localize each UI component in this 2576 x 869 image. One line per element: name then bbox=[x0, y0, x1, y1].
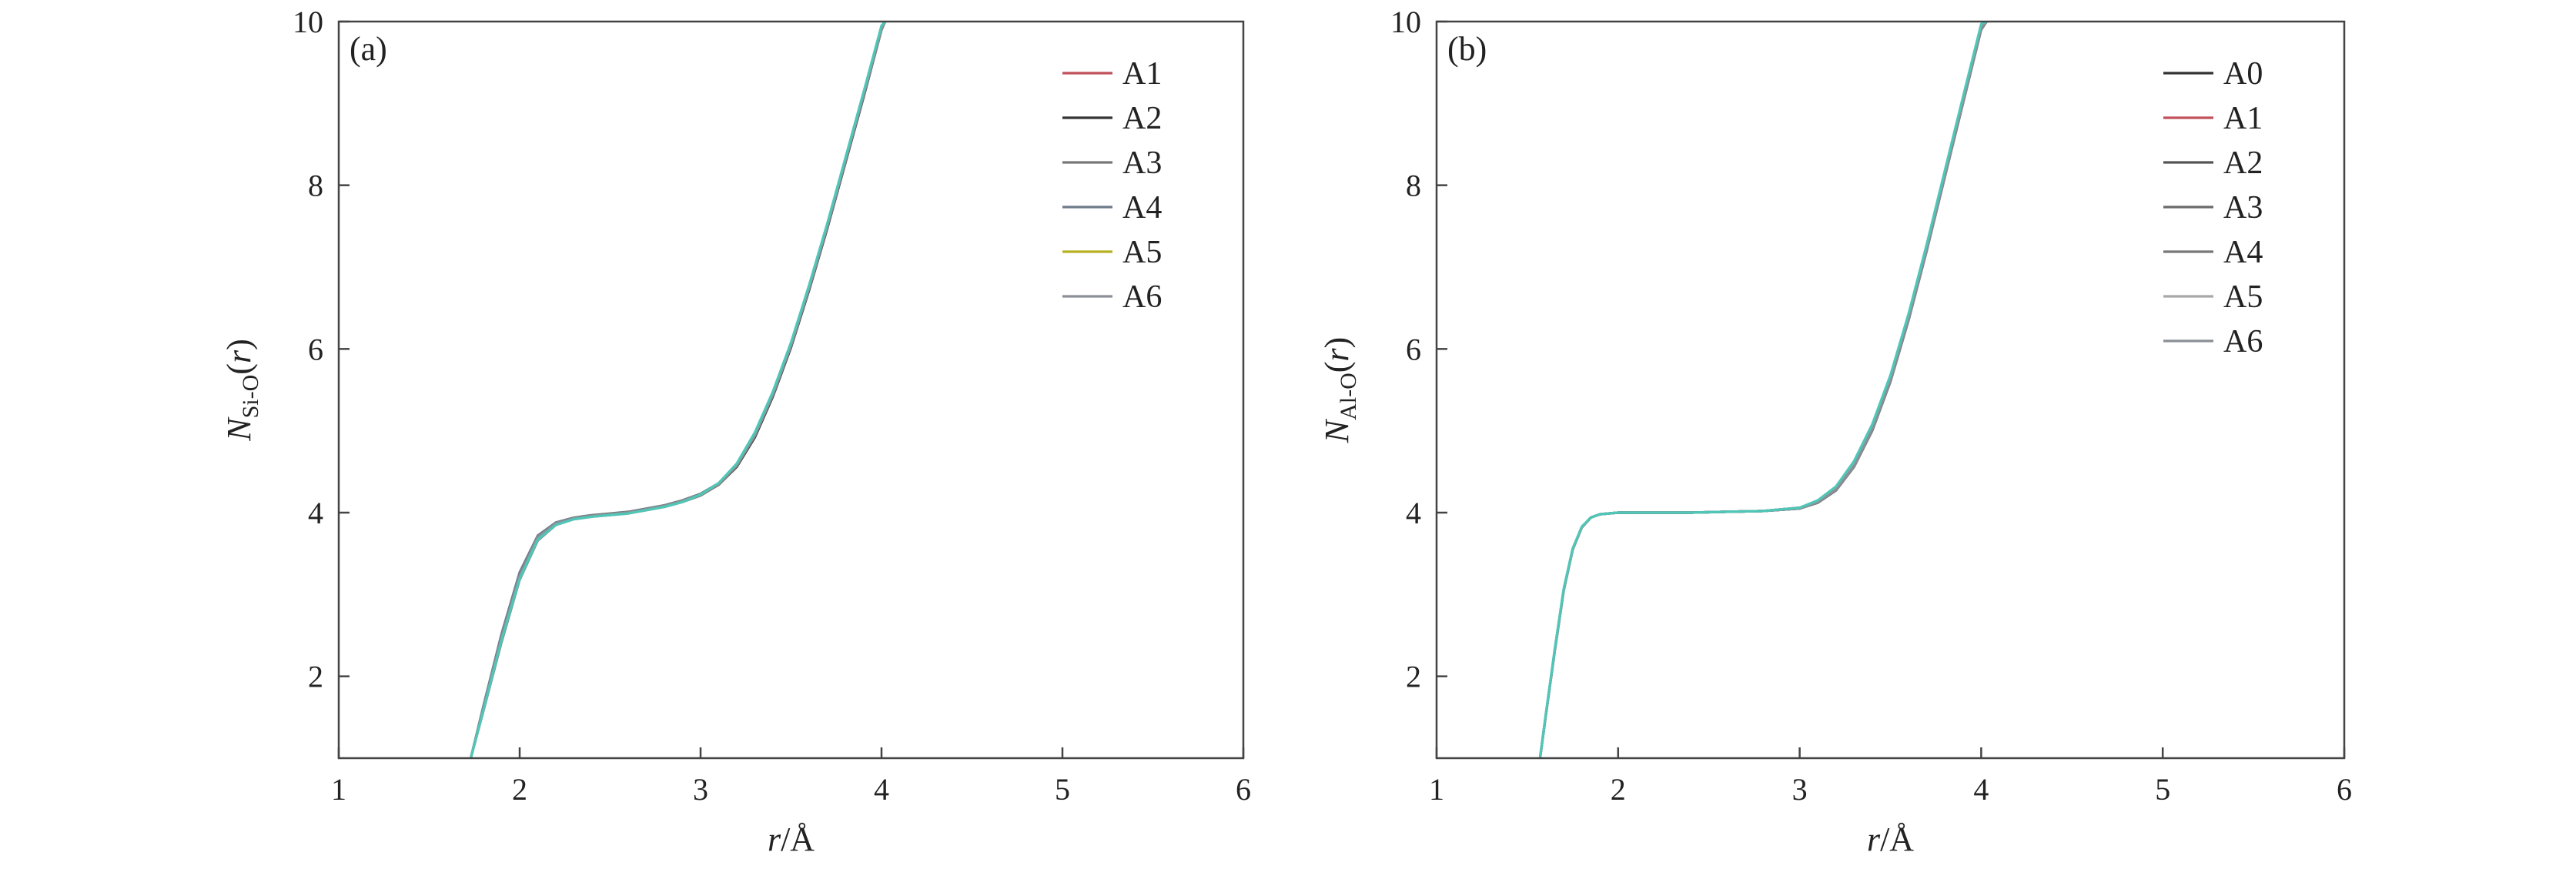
legend-label-a4: A4 bbox=[1122, 190, 1162, 226]
y-tick-label: 2 bbox=[308, 660, 323, 694]
legend-label-a3: A3 bbox=[1122, 145, 1162, 181]
legend-label-a4: A4 bbox=[2223, 235, 2263, 270]
legend-label-a5: A5 bbox=[1122, 235, 1162, 270]
y-axis-title: NSi-O(r) bbox=[220, 339, 263, 441]
y-tick-label: 6 bbox=[308, 332, 323, 366]
legend-label-a6: A6 bbox=[2223, 324, 2263, 359]
plot-frame bbox=[1435, 20, 2346, 760]
series-lines bbox=[469, 22, 887, 758]
x-tick-label: 2 bbox=[1611, 772, 1626, 807]
series-line-unlabeled-7 bbox=[1538, 22, 1989, 758]
x-tick-label: 5 bbox=[1055, 772, 1070, 807]
legend-label-a3: A3 bbox=[2223, 190, 2263, 226]
series-line-unlabeled-6 bbox=[469, 22, 887, 758]
legend-label-a2: A2 bbox=[2223, 145, 2263, 181]
y-tick-label: 2 bbox=[1406, 660, 1421, 694]
x-tick-label: 1 bbox=[331, 772, 346, 807]
legend-label-a6: A6 bbox=[1122, 279, 1162, 315]
legend: A0 A1 A2 A3 A4 A5 A6 bbox=[2163, 56, 2263, 359]
legend-label-a0: A0 bbox=[2223, 56, 2263, 92]
plot-frame bbox=[337, 20, 1245, 760]
x-tick-label: 6 bbox=[2337, 772, 2352, 807]
panel-label: (b) bbox=[1447, 30, 1487, 68]
legend-label-a5: A5 bbox=[2223, 279, 2263, 315]
legend-label-a2: A2 bbox=[1122, 101, 1162, 136]
y-tick-label: 10 bbox=[1390, 5, 1421, 39]
series-lines bbox=[1538, 22, 1989, 758]
y-tick-label: 6 bbox=[1406, 332, 1421, 366]
x-tick-label: 4 bbox=[874, 772, 889, 807]
panel-a: 1 2 3 4 5 6 2 4 6 8 10 (a) r/Å NSi-O(r) A1 A2 A3 A4 A5 A6 bbox=[220, 5, 1251, 858]
panel-label: (a) bbox=[350, 30, 387, 68]
y-tick-label: 4 bbox=[308, 496, 323, 530]
x-tick-label: 2 bbox=[512, 772, 527, 807]
y-tick-label: 10 bbox=[293, 5, 323, 39]
panel-b: 1 2 3 4 5 6 2 4 6 8 10 (b) r/Å NAl-O(r) A0 A1 A2 A3 A4 A5 A6 bbox=[1318, 5, 2352, 858]
x-tick-label: 4 bbox=[1973, 772, 1989, 807]
legend-label-a1: A1 bbox=[2223, 101, 2263, 136]
x-axis-title: r/Å bbox=[1867, 821, 1914, 858]
x-axis-title: r/Å bbox=[768, 821, 815, 858]
y-tick-label: 8 bbox=[308, 169, 323, 203]
x-tick-label: 6 bbox=[1236, 772, 1251, 807]
y-axis-title: NAl-O(r) bbox=[1318, 337, 1361, 443]
legend: A1 A2 A3 A4 A5 A6 bbox=[1062, 56, 1162, 315]
x-tick-label: 5 bbox=[2155, 772, 2170, 807]
legend-label-a1: A1 bbox=[1122, 56, 1162, 92]
y-tick-label: 8 bbox=[1406, 169, 1421, 203]
x-tick-label: 3 bbox=[1792, 772, 1808, 807]
x-tick-label: 3 bbox=[693, 772, 708, 807]
y-tick-label: 4 bbox=[1406, 496, 1421, 530]
x-tick-label: 1 bbox=[1429, 772, 1444, 807]
